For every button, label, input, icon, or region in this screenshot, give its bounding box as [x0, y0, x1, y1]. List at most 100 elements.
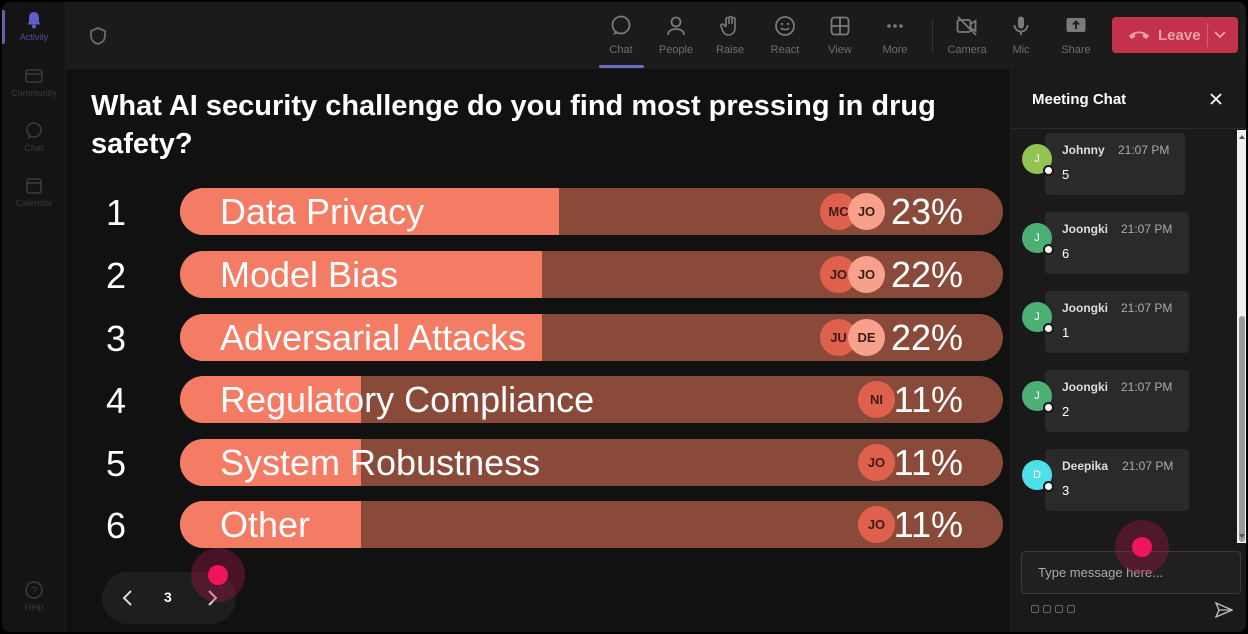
rail-item-help[interactable]: ? Help — [2, 572, 66, 622]
grid-view-icon — [830, 16, 850, 36]
voter-avatar[interactable]: JO — [858, 506, 895, 543]
message-text: 5 — [1062, 167, 1070, 182]
poll-results: What AI security challenge do you find m… — [66, 69, 1010, 632]
presence-dot — [1043, 165, 1054, 176]
rail-active-indicator — [2, 10, 5, 44]
message-bubble: Johnny 21:07 PM 5 — [1045, 133, 1185, 195]
click-indicator — [1115, 520, 1169, 574]
message-bubble: Joongki 21:07 PM 2 — [1045, 370, 1189, 432]
message-time: 21:07 PM — [1121, 301, 1173, 315]
shield-icon[interactable] — [88, 26, 108, 46]
avatar-initial: J — [1034, 232, 1040, 244]
rail-item-label: Activity — [19, 32, 49, 42]
toolbar-divider — [932, 19, 933, 53]
mic-icon — [1013, 16, 1029, 35]
result-bar-fill — [180, 251, 543, 298]
avatar[interactable]: J — [1022, 381, 1054, 413]
meeting-chat-panel: Meeting Chat Johnny 21:07 PM 5 J Joongki 21:0… — [1010, 69, 1246, 632]
chevron-right-icon[interactable] — [202, 588, 222, 608]
format-icon[interactable] — [1031, 605, 1039, 613]
mic-button-label: Mic — [1012, 44, 1030, 56]
avatar[interactable]: J — [1022, 302, 1054, 334]
option-percentage: 11% — [893, 504, 963, 545]
avatar[interactable]: J — [1022, 223, 1054, 255]
chat-message-list: Johnny 21:07 PM 5 J Joongki 21:07 PM 6 J Joongki… — [1011, 130, 1233, 543]
chat-active-indicator — [599, 65, 644, 68]
option-number: 2 — [106, 255, 127, 296]
presence-dot — [1043, 402, 1054, 413]
avatar[interactable]: J — [1022, 144, 1054, 176]
message-text: 2 — [1062, 404, 1070, 419]
result-bar-fill — [180, 188, 559, 235]
voter-avatar[interactable]: JO — [858, 444, 895, 481]
chevron-left-icon[interactable] — [118, 588, 138, 608]
option-number: 6 — [106, 505, 127, 546]
chevron-down-icon[interactable] — [1213, 29, 1227, 41]
people-button-label: People — [658, 44, 694, 56]
voter-avatar[interactable]: DE — [848, 319, 885, 356]
voter-avatar[interactable]: JO — [848, 256, 885, 293]
scroll-down-icon[interactable] — [1238, 532, 1246, 540]
hang-up-icon — [1129, 31, 1149, 39]
message-text: 1 — [1062, 325, 1070, 340]
gif-icon[interactable] — [1067, 605, 1075, 613]
rail-item-calendar[interactable]: Calendar — [2, 168, 66, 218]
attach-icon[interactable] — [1043, 605, 1051, 613]
close-icon[interactable] — [1208, 91, 1224, 107]
send-icon[interactable] — [1215, 602, 1233, 618]
more-button[interactable]: More — [870, 2, 920, 69]
format-toolbar — [1031, 605, 1075, 615]
message-bubble: Joongki 21:07 PM 6 — [1045, 212, 1189, 274]
chat-message: Joongki 21:07 PM 6 J — [1011, 209, 1233, 274]
click-indicator — [191, 548, 245, 602]
chat-message: Joongki 21:07 PM 2 J — [1011, 367, 1233, 432]
share-button[interactable]: Share — [1051, 2, 1101, 69]
chat-message: Johnny 21:07 PM 5 J — [1011, 130, 1233, 195]
chat-scrollbar[interactable] — [1237, 130, 1246, 543]
avatar-initial: J — [1034, 153, 1040, 165]
message-bubble: Deepika 21:07 PM 3 — [1045, 449, 1189, 511]
message-input[interactable] — [1022, 552, 1240, 593]
raise-hand-button[interactable]: Raise — [705, 2, 755, 69]
emoji-icon[interactable] — [1055, 605, 1063, 613]
camera-off-icon — [956, 16, 977, 36]
voter-avatar[interactable]: JO — [848, 193, 885, 230]
avatar[interactable]: D — [1022, 460, 1054, 492]
smiley-icon — [775, 16, 795, 36]
people-button[interactable]: People — [651, 2, 701, 69]
poll-question: What AI security challenge do you find m… — [91, 90, 936, 160]
rail-item-activity[interactable]: Activity — [2, 2, 66, 52]
voter-avatar[interactable]: JO — [820, 256, 857, 293]
leave-button-label: Leave — [1158, 26, 1201, 44]
option-percentage: 22% — [890, 254, 963, 295]
message-time: 21:07 PM — [1118, 143, 1170, 157]
view-button[interactable]: View — [815, 2, 865, 69]
option-percentage: 11% — [893, 379, 963, 420]
camera-button[interactable]: Camera — [942, 2, 992, 69]
sender-name: Joongki — [1062, 222, 1109, 236]
poll-option-row: 3 Adversarial Attacks JU DE 22% — [66, 314, 1010, 362]
rail-item-label: Chat — [24, 143, 44, 153]
rail-item-chat[interactable]: Chat — [2, 113, 66, 163]
presence-dot — [1043, 323, 1054, 334]
mic-button[interactable]: Mic — [996, 2, 1046, 69]
result-bar: Data Privacy MC JO 23% — [180, 188, 1003, 235]
voter-avatar[interactable]: NI — [858, 381, 895, 418]
share-button-label: Share — [1061, 44, 1091, 56]
more-dots-icon — [887, 24, 903, 28]
react-button-label: React — [770, 44, 800, 56]
chat-message: Deepika 21:07 PM 3 D — [1011, 446, 1233, 511]
chat-button[interactable]: Chat — [596, 2, 646, 69]
option-label: Model Bias — [220, 254, 399, 295]
chat-title: Meeting Chat — [1032, 91, 1127, 108]
scrollbar-thumb[interactable] — [1239, 316, 1245, 542]
poll-option-row: 1 Data Privacy MC JO 23% — [66, 188, 1010, 236]
result-bar: System Robustness JO 11% — [180, 439, 1003, 486]
react-button[interactable]: React — [760, 2, 810, 69]
sender-name: Joongki — [1062, 380, 1109, 394]
sender-name: Joongki — [1062, 301, 1109, 315]
scroll-up-icon[interactable] — [1238, 133, 1246, 141]
poll-option-row: 6 Other JO 11% — [66, 501, 1010, 549]
leave-button[interactable]: Leave — [1112, 17, 1238, 53]
rail-item-community[interactable]: Community — [2, 58, 66, 108]
